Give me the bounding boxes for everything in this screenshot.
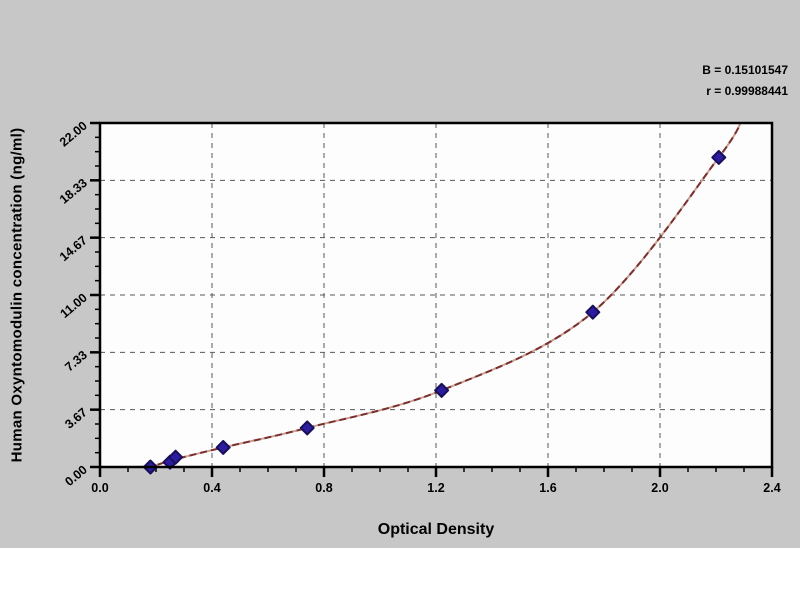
chart-panel: 0.0 0.4 0.8 1.2 1.6 2.0 2.4 0.00 3.67 7.33 11.00 14… — [0, 0, 800, 548]
data-point — [168, 449, 184, 465]
plot-border — [98, 121, 774, 469]
y-axis-title: Human Oxyntomodulin concentration (ng/ml… — [8, 127, 26, 463]
x-tick-label: 2.0 — [651, 481, 668, 495]
footer-strip — [0, 548, 800, 600]
data-point — [711, 149, 727, 165]
data-point — [215, 439, 231, 455]
x-tick-label: 0.8 — [315, 481, 332, 495]
x-tick-label: 0.0 — [91, 481, 108, 495]
y-tick-label: 11.00 — [57, 291, 89, 321]
data-point — [299, 420, 315, 436]
x-axis-title: Optical Density — [377, 521, 495, 538]
x-tick-label: 1.2 — [427, 481, 444, 495]
fit-statistics: B = 0.15101547 r = 0.99988441 — [702, 60, 788, 102]
y-tick-label: 0.00 — [62, 463, 90, 489]
data-point — [434, 382, 450, 398]
fit-statistic-r: r = 0.99988441 — [706, 84, 788, 98]
data-point — [585, 304, 601, 320]
y-tick-label: 7.33 — [62, 348, 90, 374]
y-tick-label: 18.33 — [57, 176, 90, 207]
x-tick-label: 0.4 — [203, 481, 220, 495]
fit-statistic-b: B = 0.15101547 — [702, 63, 788, 77]
x-tick-label: 2.4 — [763, 481, 780, 495]
y-tick-label: 14.67 — [57, 233, 90, 264]
standard-curve-plot: 0.0 0.4 0.8 1.2 1.6 2.0 2.4 0.00 3.67 7.33 11.00 14… — [57, 119, 781, 495]
x-tick-label: 1.6 — [539, 481, 556, 495]
y-tick-label: 22.00 — [57, 119, 90, 150]
y-tick-label: 3.67 — [62, 405, 90, 431]
